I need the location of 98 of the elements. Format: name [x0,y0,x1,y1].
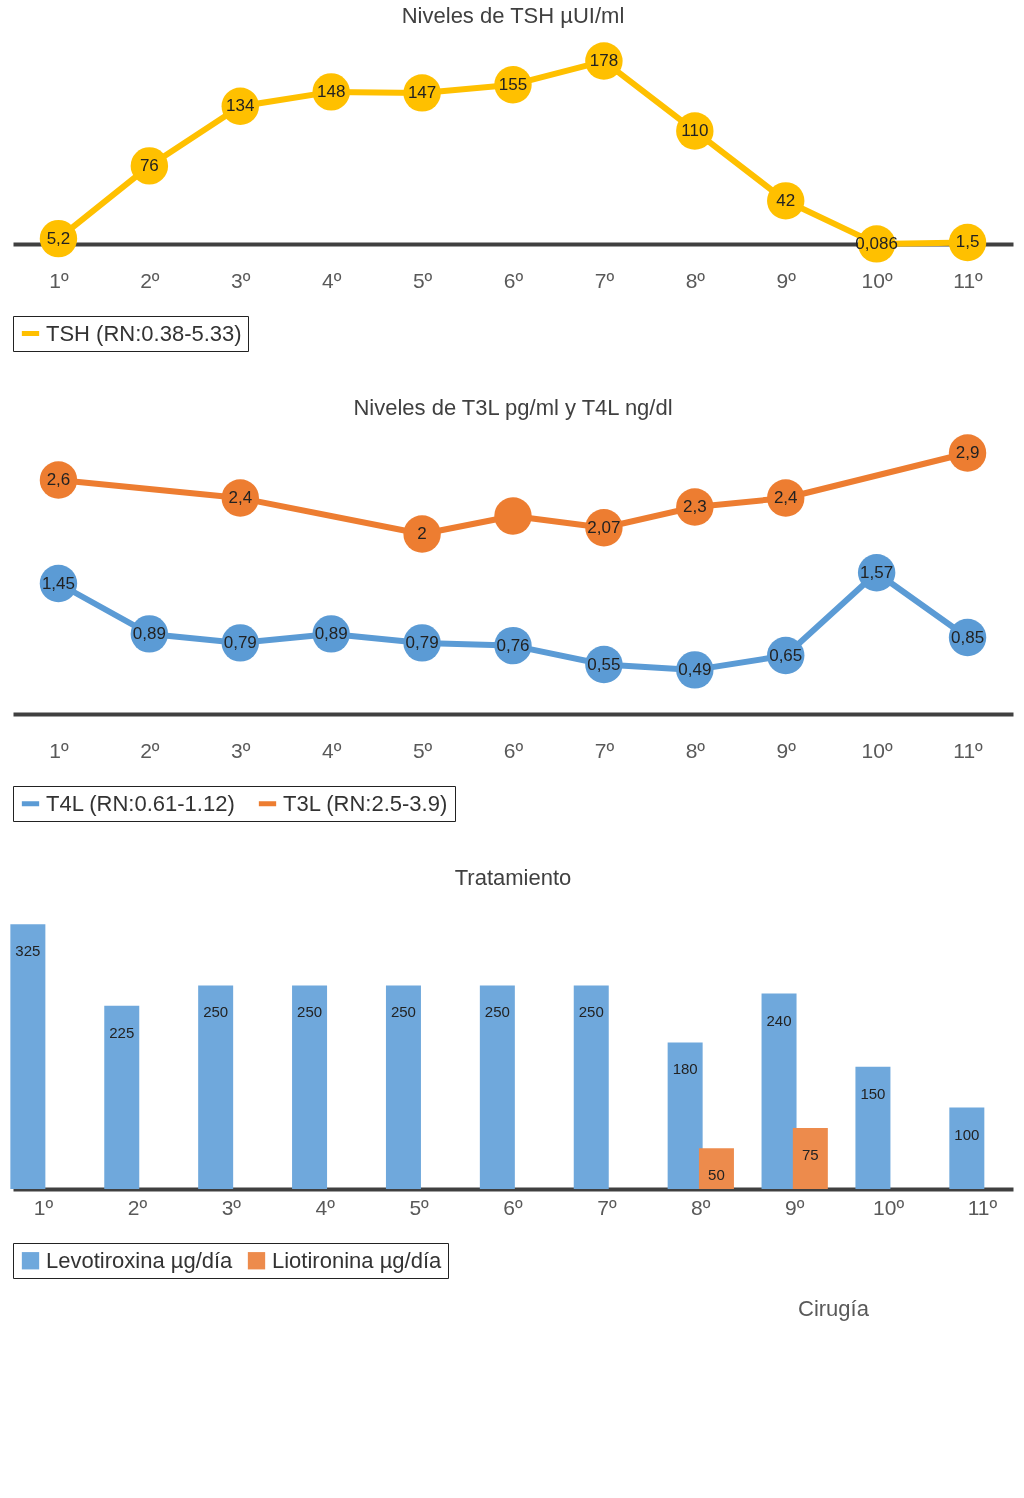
x-tick-label: 3º [231,268,251,292]
data-label: 100 [954,1125,980,1143]
data-label: 2,9 [955,443,980,462]
x-tick-label: 6º [503,738,524,762]
legend-label: T3L (RN:2.5-3.9) [283,790,448,816]
x-tick-label: 2º [140,738,160,762]
data-label: 0,65 [769,645,803,665]
data-label: 0,89 [314,623,348,643]
x-tick-label: 1º [33,1195,54,1219]
bar [949,1107,985,1189]
legend-label: TSH (RN:0.38-5.33) [46,320,242,346]
data-label: 2,4 [228,488,253,507]
legend-label: T4L (RN:0.61-1.12) [46,790,235,816]
data-label: 134 [226,96,255,116]
x-tick-label: 2º [140,268,160,292]
x-tick-label: 10º [873,1195,905,1219]
bar [573,985,609,1189]
data-label: 1,57 [860,562,894,582]
data-label: 50 [708,1166,725,1184]
x-tick-label: 1º [49,738,69,762]
x-tick-label: 7º [597,1195,617,1219]
point [494,497,532,535]
legend-label: Levotiroxina µg/día [46,1247,234,1273]
bar [292,985,328,1189]
x-tick-label: 9º [776,268,797,292]
data-label: 42 [776,190,796,210]
x-tick-label: 1º [49,268,69,292]
data-label: 2,4 [773,488,798,507]
point [403,515,441,553]
data-label: 0,89 [132,623,166,643]
data-label: 147 [407,82,437,102]
bar [10,924,46,1189]
data-label: 0,49 [678,659,712,679]
data-label: 250 [203,1003,229,1021]
data-label: 0,79 [405,632,439,652]
data-label: 0,79 [223,632,257,652]
bar [667,1042,703,1189]
x-tick-label: 4º [322,268,342,292]
x-tick-label: 4º [322,738,342,762]
data-label: 0,76 [496,635,530,655]
bar [385,985,421,1189]
bar [792,1127,828,1189]
x-tick-label: 8º [685,738,706,762]
x-tick-label: 10º [861,268,893,292]
data-label: 1,5 [955,232,980,252]
data-label: 240 [766,1011,792,1029]
x-tick-label: 11º [953,268,984,292]
x-tick-label: 5º [412,738,433,762]
bar [104,1005,140,1189]
x-tick-label: 9º [776,738,797,762]
x-tick-label: 2º [127,1195,148,1219]
x-tick-label: 8º [691,1195,711,1219]
x-tick-label: 9º [785,1195,805,1219]
chart-title: Niveles de TSH µUI/ml [401,3,625,29]
data-label: 76 [139,155,159,175]
x-tick-label: 7º [594,738,615,762]
data-label: 325 [15,942,41,960]
bar [698,1148,734,1189]
data-label: 148 [316,81,346,101]
data-label: 180 [672,1060,698,1078]
data-label: 250 [297,1003,323,1021]
data-label: 5,2 [46,228,71,248]
x-tick-label: 5º [412,268,433,292]
x-tick-label: 8º [685,268,706,292]
x-tick-label: 11º [967,1195,998,1219]
data-label: 2,3 [683,497,707,516]
text: Cirugía [798,1296,870,1321]
data-label: 1,45 [41,573,75,593]
data-label: 250 [390,1003,416,1021]
data-label: 2,6 [46,470,71,489]
bar [761,993,797,1189]
bar [855,1066,891,1189]
data-label: 178 [589,51,619,71]
x-tick-label: 3º [221,1195,242,1219]
data-label: 2 [417,524,427,543]
x-tick-label: 5º [409,1195,430,1219]
legend-label: Liotironina µg/día [272,1247,442,1273]
data-label: 250 [484,1003,510,1021]
x-tick-label: 6º [503,268,524,292]
data-label: 75 [802,1145,819,1163]
x-tick-label: 11º [953,738,984,762]
data-label: 0,85 [951,627,985,647]
chart-title: Tratamiento [454,865,572,890]
x-tick-label: 10º [861,738,893,762]
bar [198,985,234,1189]
data-label: 225 [109,1023,135,1041]
x-tick-label: 6º [503,1195,523,1219]
data-label: 150 [860,1084,886,1102]
data-label: 155 [498,74,528,94]
x-tick-label: 4º [315,1195,336,1219]
data-label: 110 [681,120,709,140]
bar [479,985,515,1189]
data-label: 2,07 [587,517,621,537]
chart-title: Niveles de T3L pg/ml y T4L ng/dl [353,395,673,421]
x-tick-label: 3º [231,738,251,762]
data-label: 250 [578,1003,604,1021]
x-tick-label: 7º [594,268,615,292]
data-label: 0,55 [587,654,621,674]
